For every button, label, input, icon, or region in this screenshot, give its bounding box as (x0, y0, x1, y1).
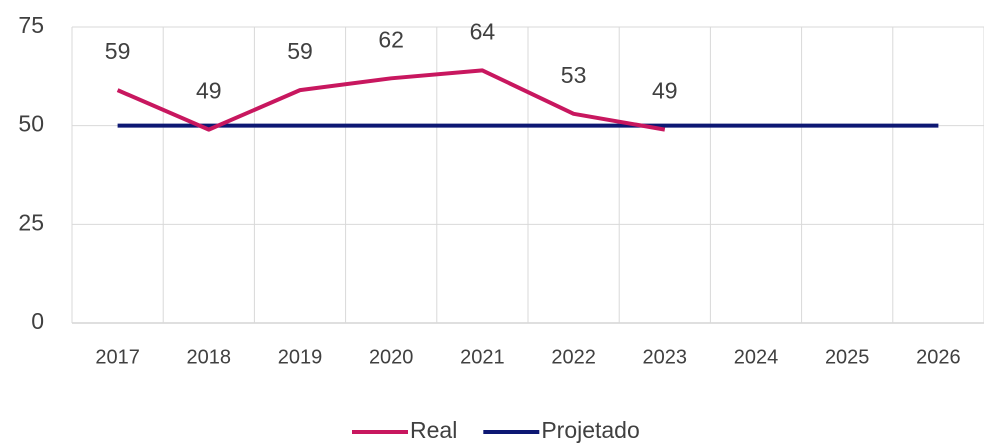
data-label: 59 (287, 38, 313, 64)
y-tick-label: 75 (18, 12, 44, 38)
data-label: 64 (470, 18, 496, 44)
legend-label: Projetado (541, 417, 639, 443)
y-tick-label: 0 (31, 308, 44, 334)
x-tick-label: 2024 (734, 346, 779, 368)
x-tick-label: 2018 (187, 346, 232, 368)
y-tick-label: 25 (18, 209, 44, 235)
x-tick-label: 2019 (278, 346, 323, 368)
x-tick-label: 2021 (460, 346, 505, 368)
data-label: 49 (196, 78, 222, 104)
x-tick-label: 2022 (551, 346, 596, 368)
y-tick-label: 50 (18, 111, 44, 137)
data-label: 49 (652, 78, 678, 104)
data-label: 59 (105, 38, 131, 64)
x-tick-label: 2020 (369, 346, 414, 368)
data-label: 53 (561, 62, 587, 88)
x-tick-label: 2025 (825, 346, 870, 368)
x-tick-label: 2017 (95, 346, 140, 368)
series-line (116, 68, 666, 132)
x-tick-label: 2026 (916, 346, 961, 368)
legend-label: Real (410, 417, 457, 443)
x-tick-label: 2023 (643, 346, 688, 368)
data-label: 62 (378, 26, 404, 52)
